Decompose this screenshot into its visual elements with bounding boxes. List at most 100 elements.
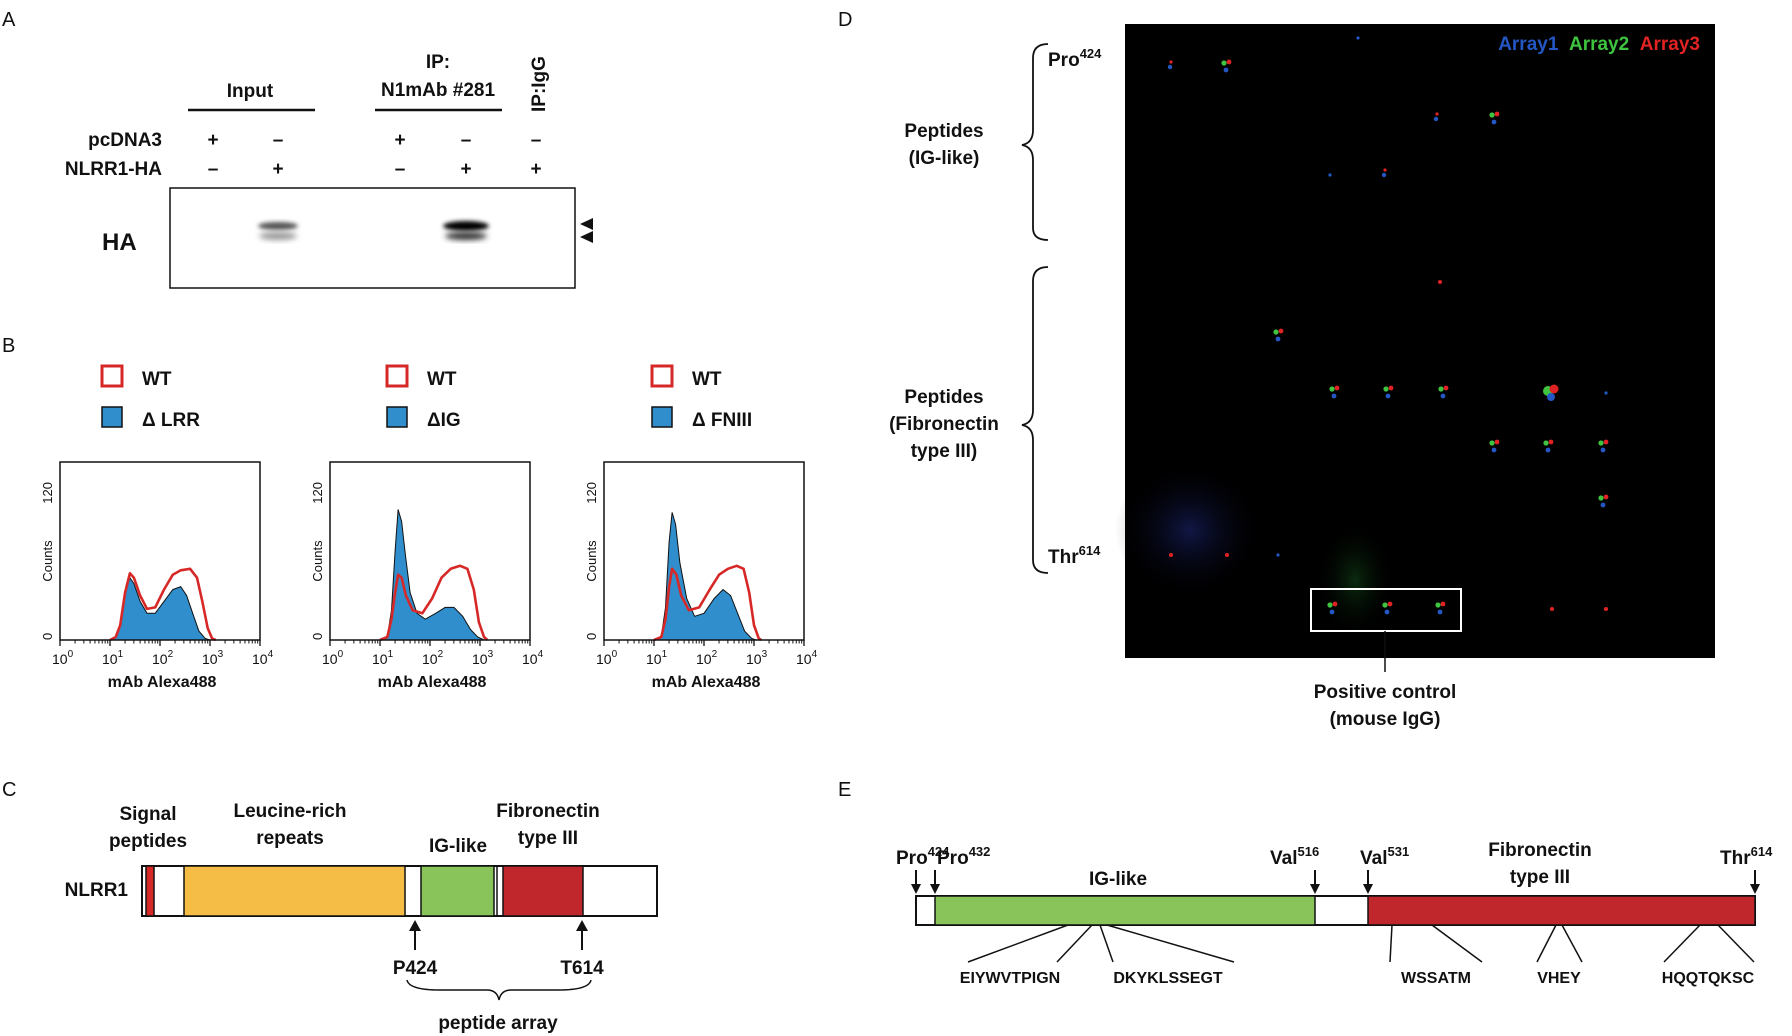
array-spot [1543,384,1559,401]
wt-histogram [653,564,762,642]
array-spot [1381,168,1387,178]
arrowhead-down-icon [1310,884,1320,894]
y-axis-label: Counts [584,540,599,582]
arrowhead-down-icon [1363,884,1373,894]
wt-histogram [109,567,217,642]
array-spot [1382,601,1393,615]
panel-a: A Input IP: N1mAb #281 IP:IgG pcDNA3 NLR… [2,9,593,289]
marker-residue: Thr [1720,848,1751,869]
domain-ig-like [420,865,495,917]
x-tick-exp: 1 [118,649,124,660]
panel-letter-a: A [2,9,16,31]
epitope-label: VHEY [1537,970,1581,987]
x-tick-base: 10 [472,651,488,667]
array-spot [1489,111,1500,125]
legend-mut-swatch [101,406,123,428]
x-tick-label: 100 [52,649,74,667]
array-spot [1327,601,1338,615]
label-fn-2: type III [518,828,578,849]
blot-label-ha: HA [102,229,137,256]
marker-residue: Val [1270,848,1297,869]
legend-wt-swatch [100,364,124,388]
domain-signal [145,865,155,917]
legend-array2: Array2 [1569,34,1629,55]
array-spot [1167,60,1173,70]
domain-fibronectin [502,865,584,917]
arrowhead-up-icon [576,920,588,931]
x-tick-exp: 1 [662,649,668,660]
marker-label: Pro432 [937,844,990,869]
x-tick-label: 101 [372,649,394,667]
row-label-pcdna3: pcDNA3 [88,130,162,151]
epitope-line [1536,924,1557,963]
band-upper [443,221,489,231]
epitope-label: WSSATM [1401,970,1471,987]
legend-wt-label: WT [142,369,172,390]
x-tick-label: 104 [796,649,818,667]
x-tick-label: 101 [646,649,668,667]
legend-mut-swatch [651,406,673,428]
marker-residue: Pro [896,848,928,869]
panel-letter-e: E [838,779,851,801]
array-spot [1438,280,1442,284]
array-spots [1167,36,1609,615]
x-tick-base: 10 [646,651,662,667]
lane-sign: + [272,159,283,180]
x-tick-exp: 2 [168,649,174,660]
array-spot [1383,385,1394,399]
epitope-line [1717,924,1755,963]
start-label: Pro424 [1048,46,1102,71]
legend-array1: Array1 [1498,34,1559,55]
x-tick-base: 10 [52,651,68,667]
epitope-label: EIYWVTPIGN [960,970,1060,987]
array-label: peptide array [438,1013,558,1034]
x-tick-label: 101 [102,649,124,667]
row-label-nlrr1-ha: NLRR1-HA [65,159,162,180]
epitopes: EIYWVTPIGN DKYKLSSEGT WSSATM VHEY HQQTQKSC [960,924,1755,987]
array-spot [1489,439,1500,453]
epitope-line [967,924,1069,963]
x-tick-base: 10 [696,651,712,667]
background-haze [1115,460,1265,600]
panel-letter-d: D [838,9,852,31]
x-tick-base: 10 [152,651,168,667]
x-axis-label: mAb Alexa488 [652,674,761,691]
epitope-line [1561,924,1583,963]
x-tick-label: 100 [596,649,618,667]
x-tick-exp: 2 [438,649,444,660]
x-tick-base: 10 [202,651,218,667]
x-tick-label: 102 [696,649,718,667]
array-legend: Array1 Array2 Array3 [1498,34,1700,55]
blot-frame [169,187,576,289]
band-lower [445,232,487,240]
group-fn-1: Peptides [904,387,983,408]
legend-mut-label: ΔIG [427,410,461,431]
control-label-1: Positive control [1314,682,1457,703]
x-tick-exp: 0 [68,649,74,660]
epitope-line [1389,924,1393,963]
y-tick-max: 120 [584,482,599,504]
array-spot [1273,328,1284,342]
marker-label: Val516 [1270,844,1319,869]
background-haze [1315,520,1395,640]
epitope-line [1056,924,1093,963]
legend-mut-label: Δ FNIII [692,410,752,431]
ip-label-2: N1mAb #281 [381,80,495,101]
arrowhead-up-icon [409,920,421,931]
legend-wt-swatch [385,364,409,388]
lane-sign: + [530,159,541,180]
array-spot [1221,59,1232,73]
x-tick-exp: 0 [612,649,618,660]
legend-wt-swatch [650,364,674,388]
x-tick-base: 10 [796,651,812,667]
lane-signs: + – + – – – + – + + [207,130,541,180]
domain-lrr [183,865,406,917]
mutant-histogram [653,512,757,641]
x-tick-label: 103 [472,649,494,667]
epitope-line [1106,924,1235,963]
x-axis-label: mAb Alexa488 [108,674,217,691]
panel-c: C Signal peptides Leucine-rich repeats I… [2,779,658,1034]
epitope-label: DKYKLSSEGT [1113,970,1223,987]
